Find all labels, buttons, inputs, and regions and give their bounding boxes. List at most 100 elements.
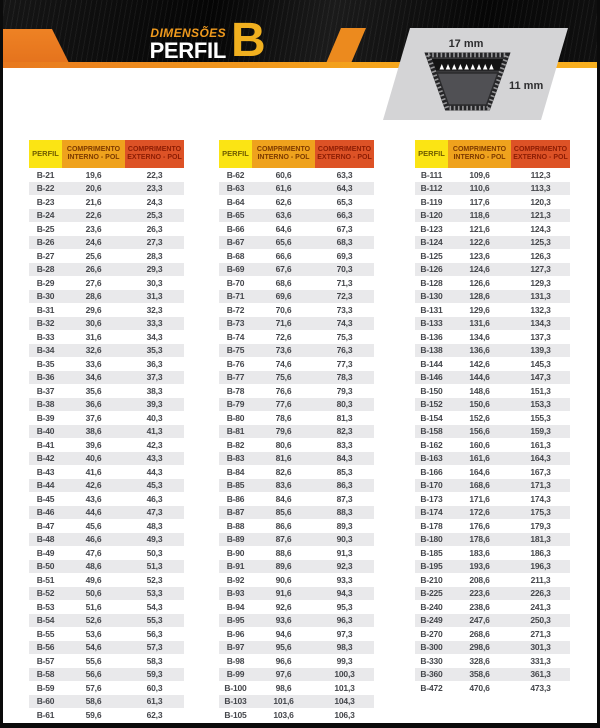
internal-length-cell: 92,6	[275, 601, 292, 612]
profile-cell: B-91	[226, 561, 245, 572]
table-body: B-111 109,6 112,3 B-112 110,6 113,3 B-119 117,6…	[415, 168, 570, 695]
table-row: B-270 268,6 271,3	[415, 627, 570, 641]
internal-length-cell: 328,6	[469, 655, 490, 666]
internal-length-cell: 161,6	[469, 453, 490, 464]
internal-length-cell: 223,6	[469, 588, 490, 599]
internal-length-cell: 171,6	[469, 493, 490, 504]
external-length-cell: 89,3	[336, 520, 353, 531]
table-row: B-136 134,6 137,3	[415, 330, 570, 344]
table-row: B-29 27,6 30,3	[29, 276, 184, 290]
external-length-cell: 161,3	[530, 439, 551, 450]
internal-length-cell: 33,6	[85, 358, 102, 369]
profile-cell: B-25	[36, 223, 55, 234]
table-row: B-89 87,6 90,3	[219, 532, 374, 546]
external-length-cell: 301,3	[530, 642, 551, 653]
profile-cell: B-33	[36, 331, 55, 342]
profile-cell: B-24	[36, 210, 55, 221]
internal-length-cell: 62,6	[275, 196, 292, 207]
top-width-label: 17 mm	[449, 38, 484, 50]
profile-cell: B-330	[420, 655, 443, 666]
column-header-interno: COMPRIMENTO INTERNO - POL	[62, 140, 125, 168]
internal-length-cell: 126,6	[469, 277, 490, 288]
external-length-cell: 101,3	[334, 682, 355, 693]
external-length-cell: 87,3	[336, 493, 353, 504]
profile-cell: B-360	[420, 669, 443, 680]
belt-serration-texture	[424, 52, 511, 111]
external-length-cell: 38,3	[146, 385, 163, 396]
external-length-cell: 164,3	[530, 453, 551, 464]
table-row: B-87 85,6 88,3	[219, 505, 374, 519]
table-row: B-39 37,6 40,3	[29, 411, 184, 425]
profile-cell: B-300	[420, 642, 443, 653]
internal-length-cell: 68,6	[275, 277, 292, 288]
internal-length-cell: 28,6	[85, 291, 102, 302]
internal-length-cell: 124,6	[469, 264, 490, 275]
profile-cell: B-68	[226, 250, 245, 261]
table-row: B-152 150,6 153,3	[415, 397, 570, 411]
external-length-cell: 33,3	[146, 318, 163, 329]
table-row: B-79 77,6 80,3	[219, 397, 374, 411]
internal-length-cell: 86,6	[275, 520, 292, 531]
table-row: B-163 161,6 164,3	[415, 451, 570, 465]
table-row: B-44 42,6 45,3	[29, 478, 184, 492]
internal-length-cell: 39,6	[85, 439, 102, 450]
internal-length-cell: 87,6	[275, 534, 292, 545]
internal-length-cell: 48,6	[85, 561, 102, 572]
internal-length-cell: 93,6	[275, 615, 292, 626]
table-row: B-25 23,6 26,3	[29, 222, 184, 236]
profile-cell: B-30	[36, 291, 55, 302]
table-row: B-210 208,6 211,3	[415, 573, 570, 587]
column-header-perfil: PERFIL	[29, 140, 62, 168]
internal-length-cell: 26,6	[85, 264, 102, 275]
table-row: B-72 70,6 73,3	[219, 303, 374, 317]
internal-length-cell: 97,6	[275, 669, 292, 680]
external-length-cell: 57,3	[146, 642, 163, 653]
profile-cell: B-93	[226, 588, 245, 599]
profile-cell: B-249	[420, 615, 443, 626]
table-row: B-124 122,6 125,3	[415, 235, 570, 249]
external-length-cell: 171,3	[530, 480, 551, 491]
profile-cell: B-69	[226, 264, 245, 275]
external-length-cell: 61,3	[146, 696, 163, 707]
internal-length-cell: 27,6	[85, 277, 102, 288]
internal-length-cell: 95,6	[275, 642, 292, 653]
profile-cell: B-42	[36, 453, 55, 464]
internal-length-cell: 128,6	[469, 291, 490, 302]
profile-cell: B-150	[420, 385, 443, 396]
table-row: B-43 41,6 44,3	[29, 465, 184, 479]
external-length-cell: 361,3	[530, 669, 551, 680]
external-length-cell: 181,3	[530, 534, 551, 545]
profile-cell: B-90	[226, 547, 245, 558]
internal-length-cell: 34,6	[85, 372, 102, 383]
internal-length-cell: 90,6	[275, 574, 292, 585]
profile-cell: B-26	[36, 237, 55, 248]
table-row: B-61 59,6 62,3	[29, 708, 184, 722]
internal-length-cell: 57,6	[85, 682, 102, 693]
internal-length-cell: 55,6	[85, 655, 102, 666]
internal-length-cell: 60,6	[275, 169, 292, 180]
external-length-cell: 54,3	[146, 601, 163, 612]
external-length-cell: 86,3	[336, 480, 353, 491]
table-row: B-162 160,6 161,3	[415, 438, 570, 452]
profile-cell: B-103	[224, 696, 247, 707]
table-row: B-80 78,6 81,3	[219, 411, 374, 425]
internal-length-cell: 358,6	[469, 669, 490, 680]
profile-cell: B-126	[420, 264, 443, 275]
internal-length-cell: 61,6	[275, 183, 292, 194]
internal-length-cell: 24,6	[85, 237, 102, 248]
profile-cell: B-123	[420, 223, 443, 234]
internal-length-cell: 42,6	[85, 480, 102, 491]
internal-length-cell: 144,6	[469, 372, 490, 383]
external-length-cell: 64,3	[336, 183, 353, 194]
profile-cell: B-125	[420, 250, 443, 261]
profile-cell: B-58	[36, 669, 55, 680]
table-row: B-180 178,6 181,3	[415, 532, 570, 546]
page-title: PERFIL	[149, 38, 227, 63]
external-length-cell: 62,3	[146, 709, 163, 720]
table-header-row: PERFIL COMPRIMENTO INTERNO - POL COMPRIM…	[29, 140, 184, 168]
table-row: B-123 121,6 124,3	[415, 222, 570, 236]
internal-length-cell: 150,6	[469, 399, 490, 410]
internal-length-cell: 52,6	[85, 615, 102, 626]
table-row: B-56 54,6 57,3	[29, 640, 184, 654]
external-length-cell: 49,3	[146, 534, 163, 545]
